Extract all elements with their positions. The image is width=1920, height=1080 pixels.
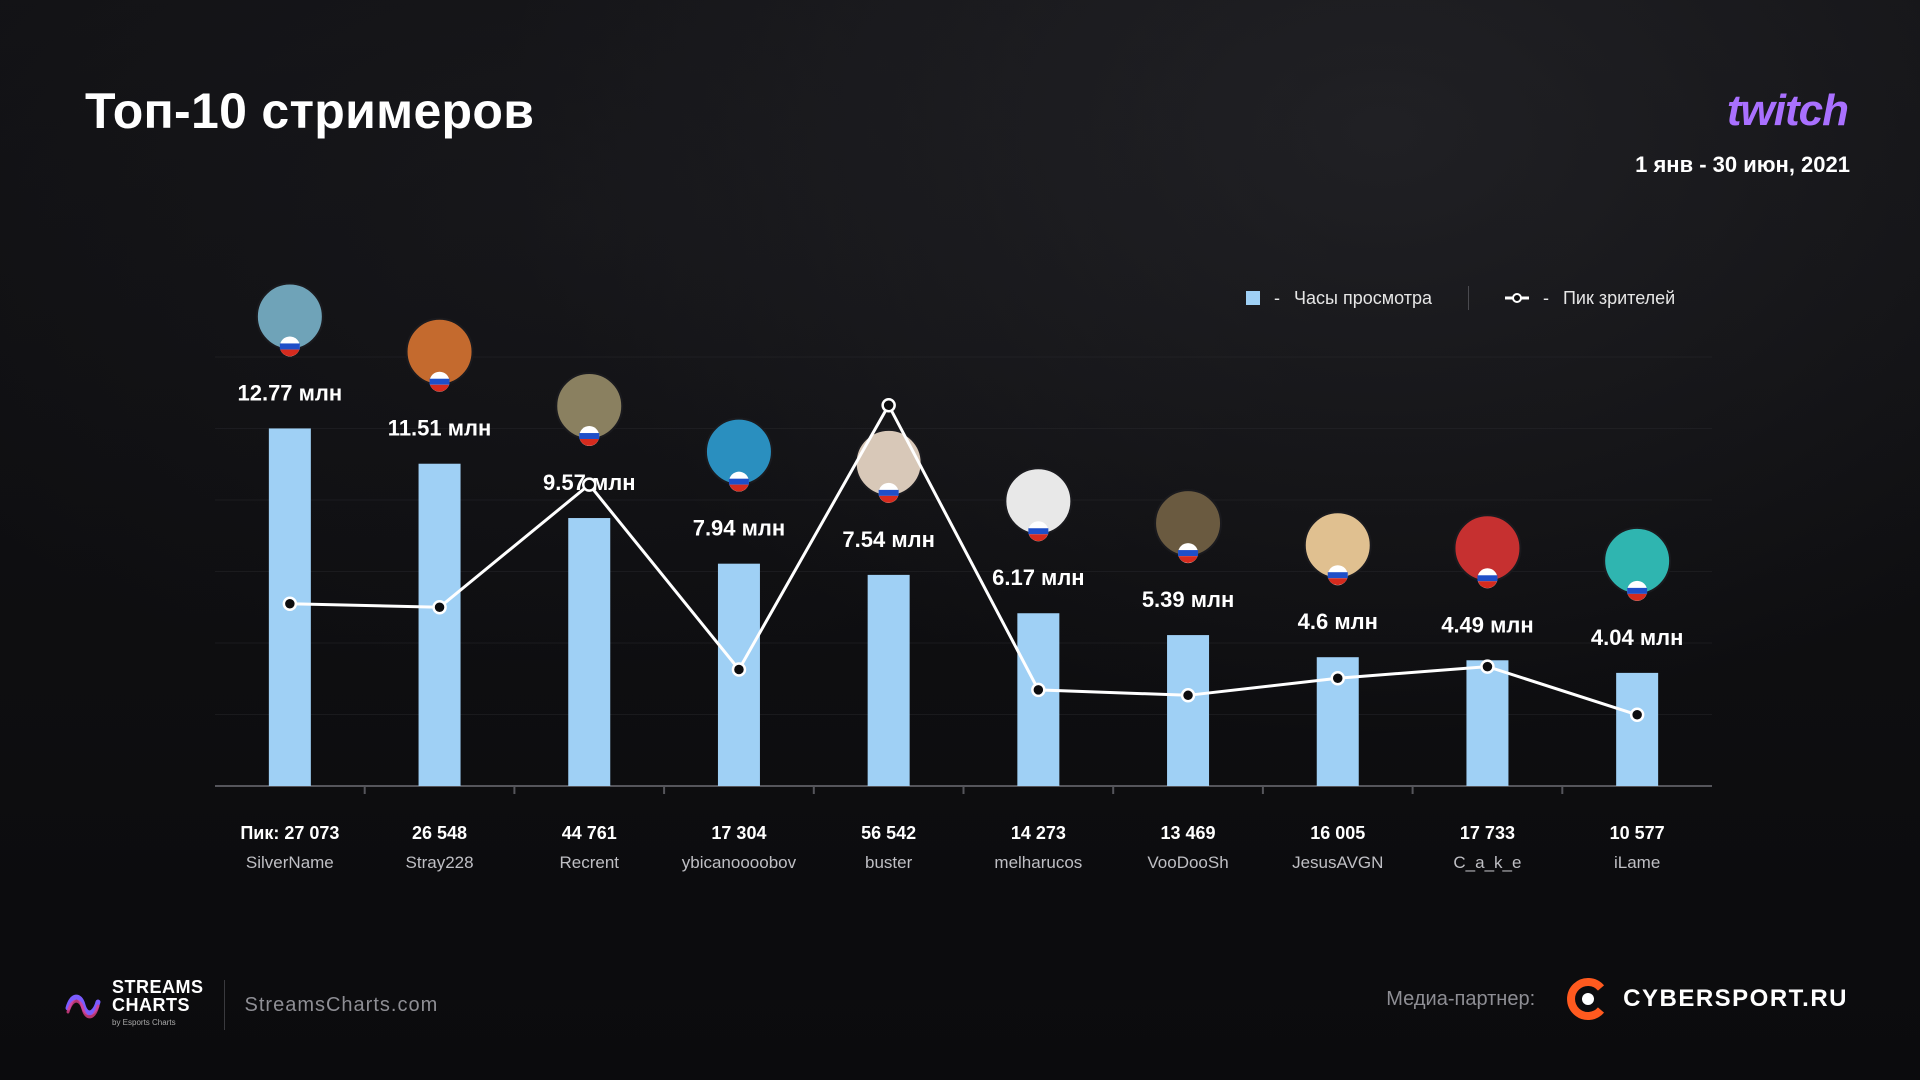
date-range: 1 янв - 30 июн, 2021 xyxy=(1635,152,1850,177)
bar-Stray228 xyxy=(418,463,461,786)
chart-legend: - Часы просмотра - Пик зрителей xyxy=(1246,286,1675,310)
flag-ru-blue xyxy=(728,478,749,485)
peak-point-melharucos xyxy=(1031,682,1046,698)
peak-value-label: 17 304 xyxy=(711,823,766,843)
peak-point-SilverName xyxy=(282,596,298,611)
legend-separator xyxy=(1467,286,1469,310)
partner-name: CYBERSPORT.RU xyxy=(1623,985,1848,1012)
bar-value-label: 4.04 млн xyxy=(1591,625,1683,650)
flag-ru-blue xyxy=(279,343,300,350)
flag-ru-red xyxy=(430,384,450,392)
streams-charts-wordmark: STREAMS CHARTS by Esports Charts xyxy=(112,978,204,1032)
bar-value-label: 5.39 млн xyxy=(1142,587,1234,612)
bar-iLame xyxy=(1616,672,1659,786)
peak-value-label: 56 542 xyxy=(861,823,916,843)
flag-ru-red xyxy=(729,484,749,492)
streamer-name-label: JesusAVGN xyxy=(1292,853,1383,872)
bar-value-label: 4.6 млн xyxy=(1298,609,1378,634)
streams-charts-byline: by Esports Charts xyxy=(112,1018,176,1027)
legend-bar-swatch-icon xyxy=(1246,291,1260,305)
peak-point-buster xyxy=(881,398,896,413)
legend-peak-viewers: Пик зрителей xyxy=(1562,287,1676,308)
peak-value-label: 14 273 xyxy=(1011,823,1066,843)
peak-value-label: 13 469 xyxy=(1161,823,1216,843)
flag-ru-blue xyxy=(579,433,600,440)
streamer-name-label: Recrent xyxy=(559,853,619,872)
flag-ru-blue xyxy=(878,489,899,496)
flag-ru-blue xyxy=(429,378,450,385)
streams-charts-brand: STREAMS CHARTS by Esports Charts Streams… xyxy=(64,978,438,1032)
page-title: Топ-10 стримеров xyxy=(85,83,535,139)
flag-ru-blue xyxy=(1627,587,1648,594)
peak-value-label: 26 548 xyxy=(412,823,467,843)
partner-label: Медиа-партнер: xyxy=(1386,987,1536,1010)
bar-value-label: 7.54 млн xyxy=(842,527,934,552)
peak-point-Recrent xyxy=(582,477,597,492)
streamer-name-label: melharucos xyxy=(994,853,1082,872)
peak-point-C_a_k_e xyxy=(1480,659,1495,674)
streamer-name-label: VooDooSh xyxy=(1147,853,1228,872)
legend-line-marker-icon xyxy=(1504,293,1529,303)
peak-value-label: 17 733 xyxy=(1460,823,1515,843)
twitch-logo: twitch xyxy=(1726,86,1849,135)
streams-charts-logo-icon xyxy=(65,994,101,1019)
streamer-name-label: SilverName xyxy=(246,853,334,872)
streamer-name-label: buster xyxy=(865,853,913,872)
bar-Recrent xyxy=(568,518,611,786)
streamer-name-label: ybicanoooobov xyxy=(682,853,797,872)
peak-value-label: 16 005 xyxy=(1310,823,1365,843)
flag-ru-blue xyxy=(1178,550,1199,557)
legend-watch-hours: Часы просмотра xyxy=(1294,287,1432,308)
streamer-name-label: Stray228 xyxy=(406,853,474,872)
legend-dash: - xyxy=(1274,287,1280,308)
flag-ru-red xyxy=(1028,534,1048,542)
bar-value-label: 6.17 млн xyxy=(992,565,1084,590)
peak-point-ybicanoooobov xyxy=(731,662,747,677)
peak-value-label: 10 577 xyxy=(1610,823,1665,843)
footer-separator xyxy=(223,980,225,1030)
flag-ru-red xyxy=(1328,578,1348,586)
bar-value-label: 12.77 млн xyxy=(237,380,342,405)
flag-ru-red xyxy=(1477,581,1497,589)
flag-ru-red xyxy=(1178,556,1198,563)
streamer-name-label: iLame xyxy=(1614,853,1660,872)
streams-charts-line2: CHARTS xyxy=(112,995,190,1015)
streamer-name-label: C_a_k_e xyxy=(1453,853,1521,872)
flag-ru-red xyxy=(879,495,899,503)
flag-ru-red xyxy=(280,349,300,357)
peak-point-VooDooSh xyxy=(1180,688,1196,703)
bar-value-label: 7.94 млн xyxy=(693,516,785,541)
flag-ru-blue xyxy=(1028,528,1049,535)
bar-value-label: 11.51 млн xyxy=(388,416,492,441)
bar-C_a_k_e xyxy=(1466,660,1509,786)
bar-value-label: 4.49 млн xyxy=(1441,612,1533,637)
media-partner: Медиа-партнер: CYBERSPORT.RU xyxy=(1386,976,1848,1022)
bar-VooDooSh xyxy=(1167,635,1210,786)
peak-point-JesusAVGN xyxy=(1330,670,1345,686)
cybersport-logo-icon xyxy=(1567,978,1605,1020)
streams-charts-line1: STREAMS xyxy=(112,977,204,997)
flag-ru-red xyxy=(579,439,599,446)
bar-buster xyxy=(867,574,910,786)
peak-value-label: Пик: 27 073 xyxy=(240,823,339,843)
flag-ru-red xyxy=(1627,593,1647,601)
site-url: StreamsCharts.com xyxy=(244,993,439,1016)
peak-value-label: 44 761 xyxy=(562,823,617,843)
bar-melharucos xyxy=(1017,613,1060,786)
peak-viewers-line xyxy=(289,402,1638,717)
legend-dash: - xyxy=(1542,287,1549,308)
peak-point-Stray228 xyxy=(432,599,447,615)
peak-point-iLame xyxy=(1629,707,1645,723)
flag-ru-blue xyxy=(1477,575,1498,582)
flag-ru-blue xyxy=(1327,572,1348,579)
